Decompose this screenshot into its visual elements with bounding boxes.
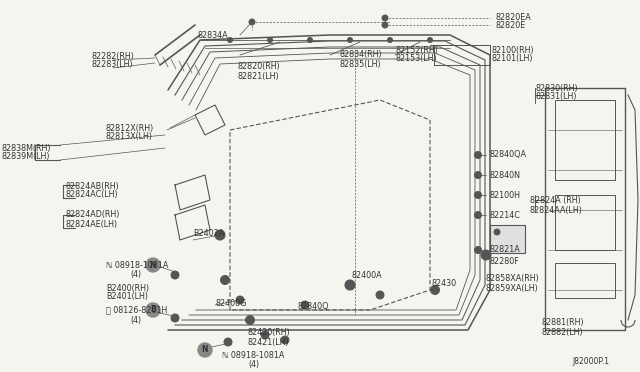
Text: 82830(RH): 82830(RH) bbox=[535, 83, 578, 93]
Text: 82820EA: 82820EA bbox=[496, 13, 532, 22]
Text: 82812X(RH): 82812X(RH) bbox=[106, 124, 154, 132]
Circle shape bbox=[246, 315, 255, 324]
Text: 82282(RH): 82282(RH) bbox=[92, 51, 135, 61]
Circle shape bbox=[198, 343, 212, 357]
Text: ℕ 08918-1081A: ℕ 08918-1081A bbox=[222, 350, 284, 359]
Bar bbox=[490, 225, 525, 253]
Text: 82820(RH): 82820(RH) bbox=[237, 62, 280, 71]
Text: 82400G: 82400G bbox=[215, 298, 246, 308]
Text: 82824AD(RH): 82824AD(RH) bbox=[65, 211, 120, 219]
Circle shape bbox=[348, 38, 353, 42]
Text: 82834A: 82834A bbox=[197, 31, 228, 39]
Text: 82824AA(LH): 82824AA(LH) bbox=[530, 205, 583, 215]
Text: 82858XA(RH): 82858XA(RH) bbox=[486, 273, 540, 282]
Circle shape bbox=[146, 303, 160, 317]
Text: B2402A: B2402A bbox=[193, 228, 224, 237]
Text: 82881(RH): 82881(RH) bbox=[542, 318, 584, 327]
Circle shape bbox=[301, 301, 309, 309]
Text: 82859XA(LH): 82859XA(LH) bbox=[486, 283, 539, 292]
Text: 82824AE(LH): 82824AE(LH) bbox=[65, 219, 117, 228]
Circle shape bbox=[171, 314, 179, 322]
Text: N: N bbox=[150, 260, 156, 269]
Text: 82820E: 82820E bbox=[496, 22, 526, 31]
Circle shape bbox=[474, 151, 481, 158]
Circle shape bbox=[227, 38, 232, 42]
Text: 82430: 82430 bbox=[432, 279, 457, 288]
Circle shape bbox=[146, 258, 160, 272]
Text: 82813X(LH): 82813X(LH) bbox=[106, 132, 153, 141]
Text: 82838M(RH): 82838M(RH) bbox=[2, 144, 51, 153]
Circle shape bbox=[481, 250, 491, 260]
Text: 82421(LH): 82421(LH) bbox=[248, 337, 290, 346]
Text: 82821(LH): 82821(LH) bbox=[237, 71, 278, 80]
Text: 82821A: 82821A bbox=[490, 246, 521, 254]
Circle shape bbox=[261, 331, 269, 339]
Circle shape bbox=[474, 247, 481, 253]
Text: 82280F: 82280F bbox=[490, 257, 520, 266]
Text: ℕ 08918-1081A: ℕ 08918-1081A bbox=[106, 260, 168, 269]
Text: (4): (4) bbox=[130, 315, 141, 324]
Text: 82152(RH): 82152(RH) bbox=[395, 45, 438, 55]
Circle shape bbox=[474, 171, 481, 179]
Text: 82214C: 82214C bbox=[490, 211, 521, 219]
Text: 82835(LH): 82835(LH) bbox=[340, 60, 381, 68]
Circle shape bbox=[382, 15, 388, 21]
Text: 82840N: 82840N bbox=[490, 170, 521, 180]
Circle shape bbox=[431, 285, 440, 295]
Circle shape bbox=[376, 291, 384, 299]
Circle shape bbox=[307, 38, 312, 42]
Circle shape bbox=[221, 276, 230, 285]
Circle shape bbox=[281, 336, 289, 344]
Circle shape bbox=[428, 38, 433, 42]
Bar bbox=[555, 100, 615, 180]
Text: 82882(LH): 82882(LH) bbox=[542, 327, 584, 337]
Circle shape bbox=[215, 230, 225, 240]
Text: 82100(RH): 82100(RH) bbox=[492, 45, 534, 55]
Text: 82283(LH): 82283(LH) bbox=[92, 61, 134, 70]
Text: 82100H: 82100H bbox=[490, 190, 521, 199]
Text: 82831(LH): 82831(LH) bbox=[535, 93, 577, 102]
Text: 82834(RH): 82834(RH) bbox=[340, 51, 383, 60]
Text: 82824AC(LH): 82824AC(LH) bbox=[65, 190, 118, 199]
Text: 82840Q: 82840Q bbox=[298, 302, 330, 311]
Text: 82839M(LH): 82839M(LH) bbox=[2, 153, 51, 161]
Circle shape bbox=[474, 192, 481, 199]
Text: 82420(RH): 82420(RH) bbox=[248, 328, 291, 337]
Text: Ⓑ 08126-8201H: Ⓑ 08126-8201H bbox=[106, 305, 167, 314]
Circle shape bbox=[484, 253, 488, 257]
Text: N: N bbox=[202, 346, 208, 355]
Text: 82101(LH): 82101(LH) bbox=[492, 55, 534, 64]
Text: 82400A: 82400A bbox=[352, 270, 383, 279]
Text: (4): (4) bbox=[130, 270, 141, 279]
Text: B2400(RH): B2400(RH) bbox=[106, 283, 149, 292]
Text: (4): (4) bbox=[248, 360, 259, 369]
Text: 82153(LH): 82153(LH) bbox=[395, 55, 436, 64]
Text: B: B bbox=[150, 305, 156, 314]
Circle shape bbox=[218, 233, 222, 237]
Circle shape bbox=[249, 19, 255, 25]
Text: 82824A (RH): 82824A (RH) bbox=[530, 196, 580, 205]
Circle shape bbox=[171, 271, 179, 279]
Text: J82000P.1: J82000P.1 bbox=[572, 357, 609, 366]
Circle shape bbox=[345, 280, 355, 290]
Circle shape bbox=[387, 38, 392, 42]
Circle shape bbox=[494, 229, 500, 235]
Circle shape bbox=[224, 338, 232, 346]
Text: 82840QA: 82840QA bbox=[490, 151, 527, 160]
Text: B2401(LH): B2401(LH) bbox=[106, 292, 148, 301]
Circle shape bbox=[268, 38, 273, 42]
Circle shape bbox=[382, 22, 388, 28]
Bar bbox=[555, 263, 615, 298]
Circle shape bbox=[236, 296, 244, 304]
Text: 82824AB(RH): 82824AB(RH) bbox=[65, 182, 119, 190]
Bar bbox=[555, 195, 615, 250]
Circle shape bbox=[474, 212, 481, 218]
